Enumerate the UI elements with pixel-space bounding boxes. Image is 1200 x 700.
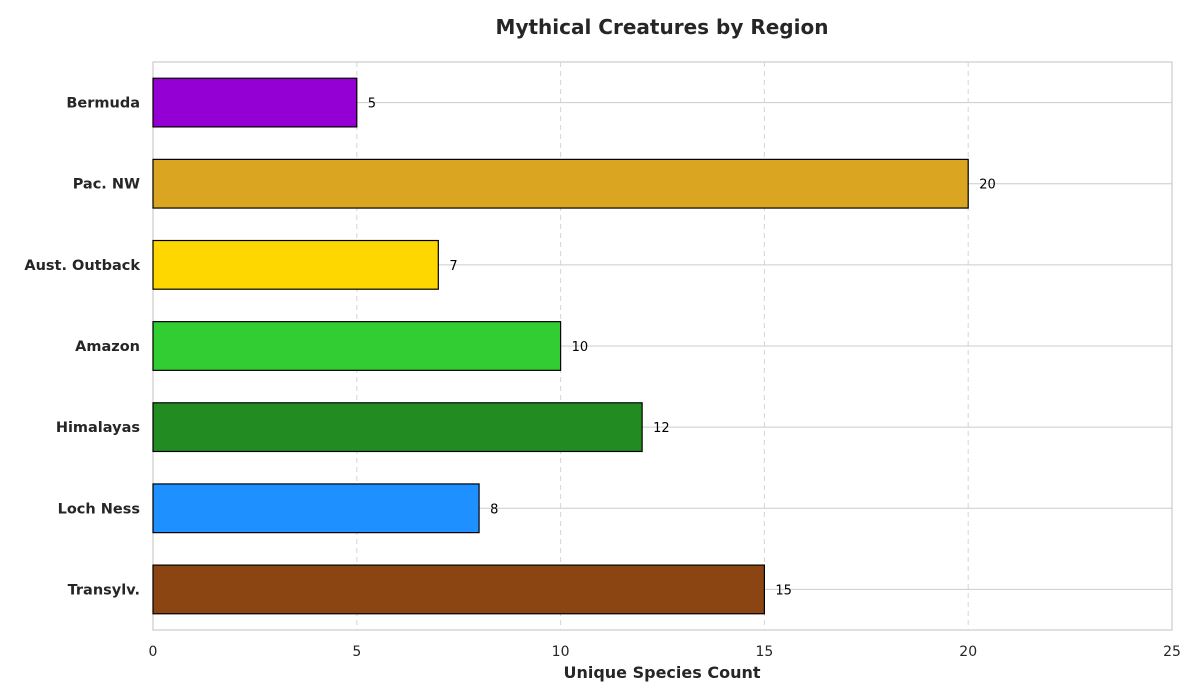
data-label: 20 — [979, 178, 996, 193]
category-label: Himalayas — [56, 420, 140, 436]
x-axis-label: Unique Species Count — [563, 663, 760, 682]
chart-title: Mythical Creatures by Region — [496, 15, 829, 39]
x-tick-label: 15 — [755, 644, 773, 660]
bar-bermuda — [152, 77, 358, 128]
data-label: 15 — [775, 583, 792, 598]
category-label: Amazon — [75, 339, 140, 355]
x-tick-label: 5 — [352, 644, 361, 660]
data-label: 10 — [572, 340, 589, 355]
bar-aust-outback — [152, 239, 439, 290]
category-label: Pac. NW — [73, 177, 140, 193]
bar-loch-ness — [152, 483, 480, 534]
data-label: 5 — [368, 97, 376, 112]
x-tick-label: 25 — [1163, 644, 1181, 660]
data-label: 12 — [653, 421, 670, 436]
x-tick-label: 20 — [959, 644, 977, 660]
category-label: Transylv. — [68, 582, 140, 598]
bar-amazon — [152, 321, 562, 371]
bar-pac-nw — [152, 158, 969, 209]
x-tick-label: 10 — [552, 644, 570, 660]
category-label: Aust. Outback — [24, 258, 140, 274]
x-tick-label: 0 — [149, 644, 158, 660]
bar-transylv — [152, 564, 766, 615]
data-label: 7 — [449, 259, 457, 274]
plot-area: Transylv. 15 Loch Ness 8 Himalayas 12 Amazon 10… — [24, 61, 1181, 660]
category-label: Loch Ness — [58, 501, 140, 517]
category-label: Bermuda — [66, 96, 140, 112]
data-label: 8 — [490, 502, 498, 517]
bar-himalayas — [152, 402, 643, 453]
